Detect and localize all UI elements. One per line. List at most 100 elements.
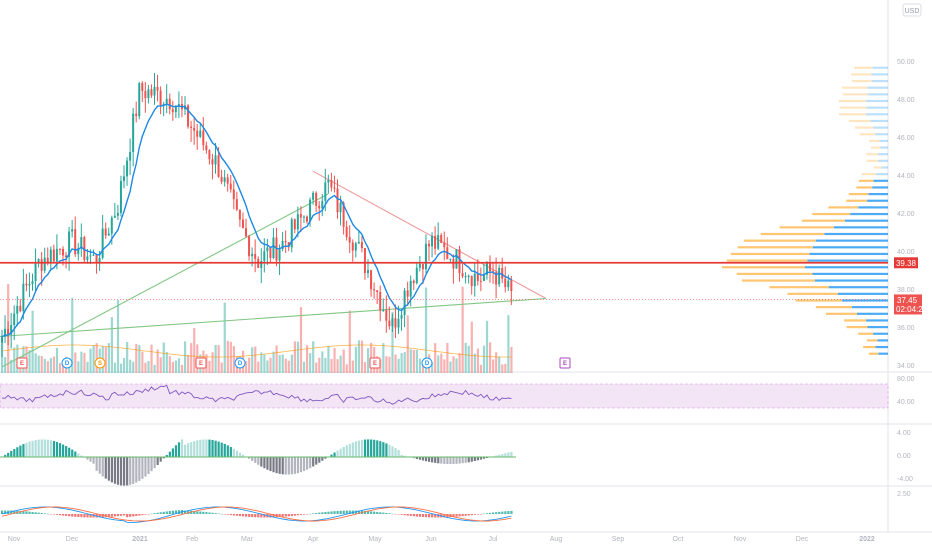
volume-profile-down bbox=[858, 332, 874, 335]
volume-profile-up bbox=[815, 239, 888, 242]
volume-bar bbox=[485, 320, 489, 373]
histogram-bar bbox=[507, 452, 510, 457]
indicator-axes[interactable]: 80.00 40.00 4.00 0.00 -4.00 2.50 bbox=[897, 376, 915, 498]
candle-body bbox=[284, 240, 287, 243]
event-marker-shape bbox=[369, 357, 381, 369]
event-marker-earnings[interactable]: E bbox=[195, 357, 207, 369]
volume-profile-down bbox=[854, 126, 874, 129]
histogram-bar bbox=[43, 439, 46, 457]
volume-bar bbox=[440, 353, 443, 373]
histogram-bar bbox=[7, 452, 10, 457]
candle-body bbox=[46, 257, 49, 263]
volume-bar bbox=[77, 361, 80, 373]
event-marker-earnings-upcoming[interactable]: E bbox=[559, 357, 571, 369]
volume-profile-up bbox=[877, 339, 888, 342]
histogram-bar bbox=[202, 439, 205, 457]
volume-bar bbox=[284, 358, 287, 373]
trendline-support[interactable] bbox=[1, 193, 329, 368]
histogram-bar bbox=[412, 457, 415, 459]
candle-body bbox=[147, 89, 150, 99]
volume-profile-down bbox=[863, 345, 876, 349]
macd-histogram-bar bbox=[55, 514, 59, 515]
volume-bar bbox=[424, 287, 428, 373]
histogram-bar bbox=[28, 441, 31, 457]
macd-histogram-bar bbox=[177, 510, 181, 514]
macd-histogram-bar bbox=[196, 511, 199, 514]
macd-histogram-bar bbox=[4, 510, 7, 514]
event-marker-dividend[interactable]: D bbox=[234, 357, 246, 369]
candle-body bbox=[489, 263, 491, 272]
macd-histogram-bar bbox=[31, 511, 34, 514]
candle-body bbox=[10, 325, 13, 335]
macd-histogram-bar bbox=[257, 514, 260, 518]
candle-body bbox=[278, 249, 281, 261]
event-marker-earnings[interactable]: E bbox=[16, 357, 28, 369]
volume-profile-up bbox=[828, 286, 888, 289]
histogram-bar bbox=[260, 457, 263, 467]
candle-body bbox=[104, 228, 107, 236]
ema-line bbox=[1, 103, 512, 338]
histogram-bar bbox=[65, 446, 68, 457]
macd-histogram-bar bbox=[272, 514, 275, 518]
candle-body bbox=[394, 318, 397, 328]
histogram-bar bbox=[293, 457, 296, 474]
macd-histogram-bar bbox=[110, 514, 113, 517]
volume-profile-up bbox=[873, 332, 888, 335]
candle-body bbox=[68, 231, 71, 258]
volume-bar bbox=[348, 310, 351, 373]
macd-histogram-bar bbox=[74, 514, 77, 517]
volume-bar bbox=[406, 315, 409, 373]
histogram-bar bbox=[89, 457, 92, 462]
histogram-bar bbox=[34, 440, 37, 457]
macd-histogram-bar bbox=[241, 514, 245, 517]
event-marker-dividend[interactable]: D bbox=[421, 357, 433, 369]
event-marker-earnings[interactable]: E bbox=[369, 357, 381, 369]
volume-profile-up bbox=[871, 73, 888, 76]
macd-histogram-bar bbox=[235, 514, 239, 516]
volume-bar bbox=[251, 347, 254, 373]
macd-histogram-bar bbox=[489, 512, 492, 514]
pane-separators bbox=[0, 0, 932, 533]
histogram-bar bbox=[126, 457, 129, 486]
macd-histogram-bar bbox=[330, 511, 333, 514]
histogram-bar bbox=[55, 441, 59, 457]
macd-histogram bbox=[1, 509, 513, 518]
macd-histogram-bar bbox=[214, 513, 217, 514]
volume-profile-down bbox=[848, 119, 871, 123]
macd-histogram-bar bbox=[89, 514, 92, 518]
volume-profile-down bbox=[867, 339, 878, 342]
candle-body bbox=[315, 192, 318, 206]
volume-bar bbox=[403, 352, 406, 373]
volume-bar bbox=[245, 361, 248, 373]
volume-profile-up bbox=[881, 166, 888, 169]
volume-profile-down bbox=[839, 113, 866, 116]
candle-body bbox=[214, 155, 217, 165]
event-marker-label: D bbox=[238, 361, 243, 367]
volume-profile-up bbox=[866, 319, 888, 322]
histogram-bar bbox=[363, 439, 367, 457]
volume-bar bbox=[275, 345, 278, 373]
volume-profile-down bbox=[787, 292, 838, 295]
macd-histogram-bar bbox=[80, 514, 83, 518]
histogram-bar bbox=[190, 442, 193, 457]
histogram-bar bbox=[510, 451, 513, 457]
price-axis[interactable]: 50.00 48.00 46.00 44.00 42.00 40.00 38.00 36.00… bbox=[897, 59, 915, 370]
trendline-rising-support[interactable] bbox=[0, 297, 547, 338]
rsi-line bbox=[1, 384, 512, 405]
time-axis[interactable]: Nov Dec 2021 Feb Mar Apr May Jun Jul Aug Sep Oct Nov… bbox=[8, 536, 875, 543]
candle-body bbox=[376, 290, 379, 293]
event-marker-dividend[interactable]: D bbox=[61, 357, 73, 369]
volume-profile-up bbox=[804, 266, 888, 269]
currency-label: USD bbox=[905, 8, 920, 15]
histogram-bar bbox=[138, 457, 141, 481]
event-marker-split[interactable]: S bbox=[94, 357, 106, 369]
candle-body bbox=[348, 237, 351, 243]
candle-body bbox=[208, 150, 211, 160]
macd-histogram-bar bbox=[269, 514, 272, 518]
currency-badge[interactable]: USD bbox=[902, 3, 922, 17]
macd-histogram-bar bbox=[421, 514, 425, 517]
macd-tick-label: 2.50 bbox=[897, 491, 911, 498]
histogram-bar bbox=[357, 440, 361, 457]
